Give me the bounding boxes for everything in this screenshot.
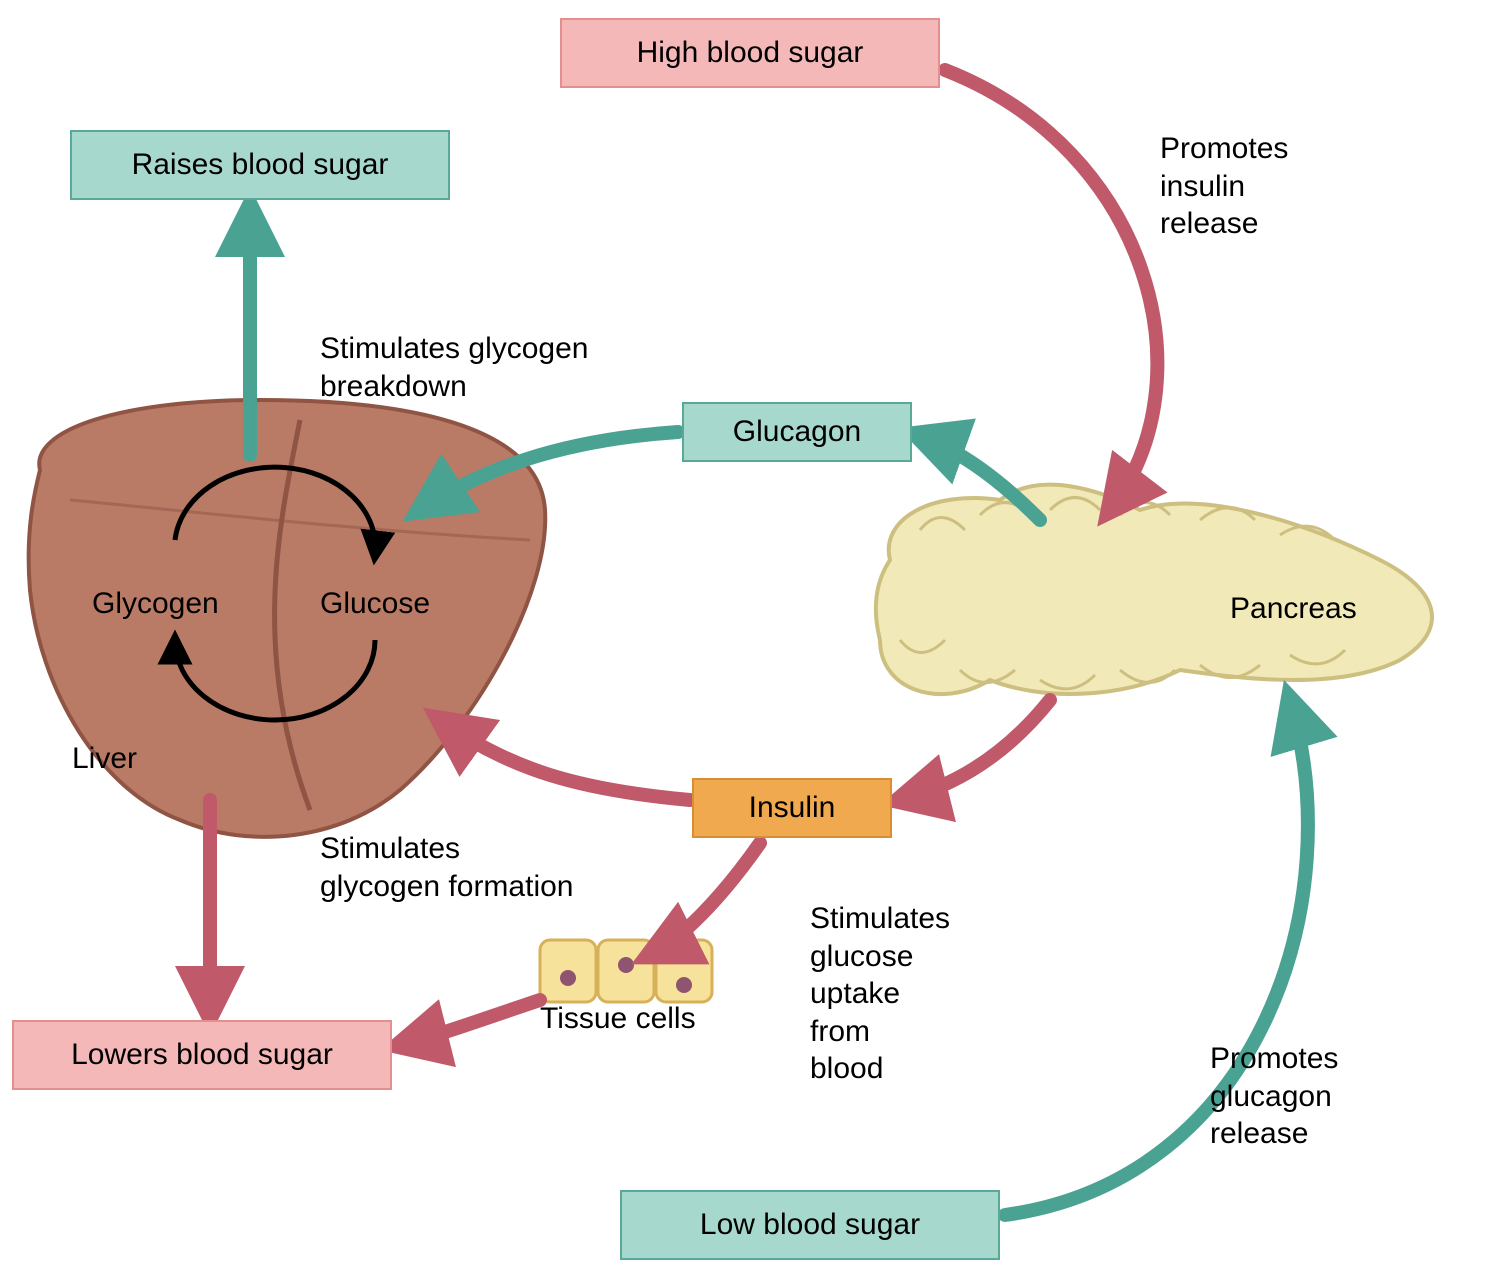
tissue-cells-shape <box>540 940 712 1002</box>
arrow-high-to-pancreas <box>945 70 1157 510</box>
box-low-blood-sugar: Low blood sugar <box>620 1190 1000 1260</box>
arrow-glucagon-to-liver <box>420 432 678 510</box>
label-stim-glucose-uptake: Stimulates glucose uptake from blood <box>810 900 950 1088</box>
arrow-glycogen-to-glucose <box>175 467 375 555</box>
label-glycogen: Glycogen <box>92 585 219 623</box>
box-glucagon: Glucagon <box>682 402 912 462</box>
box-insulin: Insulin <box>692 778 892 838</box>
label-tissue-cells: Tissue cells <box>540 1000 696 1038</box>
arrow-pancreas-to-insulin <box>900 700 1050 800</box>
arrow-insulin-to-cells <box>650 843 760 955</box>
box-lowers-blood-sugar: Lowers blood sugar <box>12 1020 392 1090</box>
box-high-blood-sugar: High blood sugar <box>560 18 940 88</box>
arrow-glucose-to-glycogen <box>175 640 375 720</box>
arrow-cells-to-lowers <box>400 1000 540 1045</box>
box-raises-blood-sugar: Raises blood sugar <box>70 130 450 200</box>
label-promotes-glucagon: Promotes glucagon release <box>1210 1040 1338 1153</box>
label-promotes-insulin: Promotes insulin release <box>1160 130 1288 243</box>
arrow-insulin-to-liver <box>440 720 690 800</box>
label-stim-glycogen-breakdown: Stimulates glycogen breakdown <box>320 330 588 405</box>
label-stim-glycogen-formation: Stimulates glycogen formation <box>320 830 573 905</box>
label-liver: Liver <box>72 740 137 778</box>
label-pancreas: Pancreas <box>1230 590 1357 628</box>
label-glucose: Glucose <box>320 585 430 623</box>
arrow-pancreas-to-glucagon <box>918 435 1040 520</box>
